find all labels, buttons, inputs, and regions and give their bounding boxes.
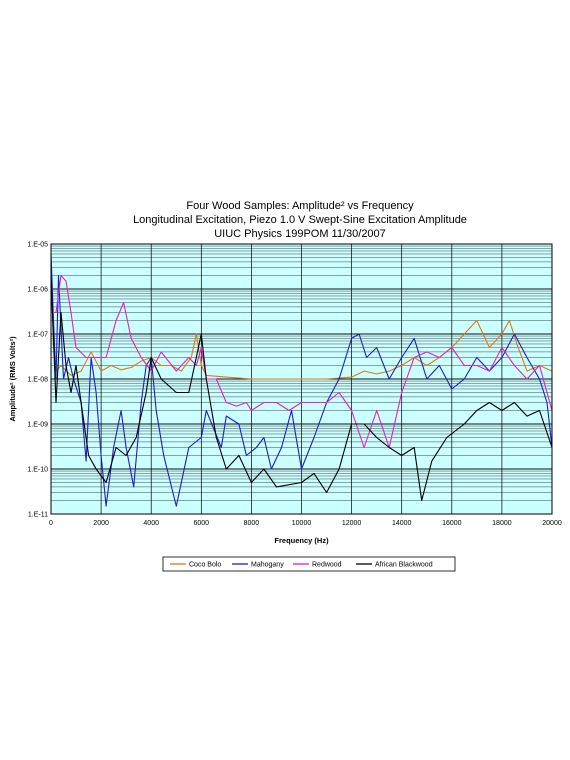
- plot-border: [50, 243, 553, 515]
- legend-label: Redwood: [312, 562, 342, 569]
- series-lines: [50, 253, 553, 507]
- y-tick-label: 1.E-10: [27, 467, 48, 474]
- x-tick-label: 20000: [542, 520, 562, 527]
- legend: Coco Bolo Mahogany Redwood African Blackwoo…: [162, 556, 456, 572]
- y-tick-label: 1.E-11: [28, 512, 48, 519]
- x-axis-ticks: 0 2000 4000 6000 8000 10000 12000 14000 16000 180…: [49, 520, 562, 527]
- y-axis-label: Amplitude² (RMS Volts²): [8, 336, 17, 422]
- legend-label: Coco Bolo: [189, 562, 221, 569]
- y-tick-label: 1.E-06: [27, 287, 48, 294]
- y-tick-label: 1.E-08: [27, 377, 48, 384]
- x-tick-label: 12000: [342, 520, 362, 527]
- x-axis-label: Frequency (Hz): [274, 536, 329, 545]
- series-line-coco-bolo: [50, 267, 553, 380]
- y-axis-ticks: 1.E-11 1.E-10 1.E-09 1.E-08 1.E-07 1.E-06 1.E-…: [27, 242, 48, 519]
- chart-title-line-3: UIUC Physics 199POM 11/30/2007: [214, 228, 386, 240]
- x-tick-label: 4000: [143, 520, 159, 527]
- chart-title-line-2: Longitudinal Excitation, Piezo 1.0 V Swe…: [133, 214, 467, 226]
- x-tick-label: 6000: [194, 520, 210, 527]
- y-tick-label: 1.E-07: [27, 332, 48, 339]
- x-tick-label: 0: [49, 520, 53, 527]
- y-tick-label: 1.E-05: [27, 242, 48, 249]
- series-line-african-blackwood: [50, 275, 553, 502]
- series-line-mahogany: [50, 253, 553, 507]
- x-tick-label: 10000: [292, 520, 312, 527]
- legend-label: Mahogany: [251, 562, 284, 569]
- x-tick-label: 16000: [442, 520, 462, 527]
- legend-label: African Blackwood: [375, 562, 433, 569]
- chart-title: Four Wood Samples: Amplitude² vs Frequen…: [133, 200, 467, 240]
- chart-title-line-1: Four Wood Samples: Amplitude² vs Frequen…: [186, 200, 414, 212]
- x-tick-label: 14000: [392, 520, 412, 527]
- series-line-redwood: [51, 274, 553, 449]
- x-tick-label: 8000: [244, 520, 260, 527]
- x-tick-label: 18000: [492, 520, 512, 527]
- x-tick-label: 2000: [93, 520, 109, 527]
- y-tick-label: 1.E-09: [27, 422, 48, 429]
